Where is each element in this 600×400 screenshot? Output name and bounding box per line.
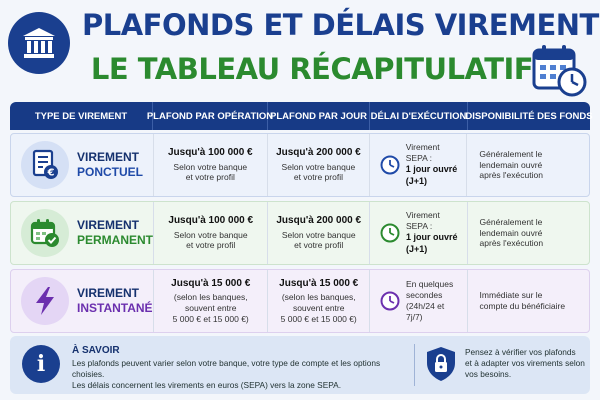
table-row-permanent: VIREMENT PERMANENT Jusqu'à 100 000 € Sel… (10, 201, 590, 265)
footer-note: i À SAVOIR Les plafonds peuvent varier s… (10, 336, 590, 394)
tip-text: Pensez à vérifier vos plafonds et à adap… (465, 347, 585, 380)
table-header: TYPE DE VIREMENT PLAFOND PAR OPÉRATION P… (10, 102, 593, 130)
op-limit-amount: Jusqu'à 100 000 € (167, 147, 253, 159)
delay-cell: Virement SEPA : 1 jour ouvré (J+1) (370, 202, 468, 264)
type-cell: VIREMENT PERMANENT (11, 202, 154, 264)
availability-cell: Généralement le lendemain ouvré après l'… (479, 149, 543, 181)
type-label-line1: VIREMENT (77, 218, 140, 232)
op-limit-cell: Jusqu'à 15 000 € (selon les banques, sou… (154, 270, 269, 332)
type-label-line2: PERMANENT (77, 233, 154, 247)
document-euro-icon: € (21, 141, 69, 189)
op-limit-cell: Jusqu'à 100 000 € Selon votre banque et … (154, 134, 269, 196)
bank-icon (8, 12, 70, 74)
day-limit-cell: Jusqu'à 200 000 € Selon votre banque et … (268, 134, 370, 196)
lightning-icon (21, 277, 69, 325)
table-row-instantane: VIREMENT INSTANTANÉ Jusqu'à 15 000 € (se… (10, 269, 590, 333)
column-header-availability: DISPONIBILITÉ DES FONDS (465, 110, 593, 122)
calendar-check-icon (21, 209, 69, 257)
column-header-type: TYPE DE VIREMENT (10, 102, 153, 130)
column-header-op-limit: PLAFOND PAR OPÉRATION (147, 102, 273, 130)
op-limit-amount: Jusqu'à 15 000 € (171, 277, 251, 289)
calendar-clock-icon (532, 44, 588, 103)
op-limit-amount: Jusqu'à 100 000 € (168, 215, 254, 227)
delay-cell: Virement SEPA : 1 jour ouvré (J+1) (370, 134, 468, 196)
availability-cell: Généralement le lendemain ouvré après l'… (479, 217, 544, 249)
clock-icon (380, 155, 400, 175)
day-limit-cell: Jusqu'à 15 000 € (selon les banques, sou… (268, 270, 370, 332)
column-header-delay: DÉLAI D'EXÉCUTION (370, 102, 468, 130)
svg-text:€: € (47, 168, 55, 179)
type-label-line2: INSTANTANÉ (77, 301, 153, 315)
page-title-line1: PLAFONDS ET DÉLAIS VIREMENT : (82, 8, 600, 42)
page-title-line2: LE TABLEAU RÉCAPITULATIF (90, 52, 534, 86)
type-cell: € VIREMENT PONCTUEL (11, 134, 154, 196)
type-label-line2: PONCTUEL (77, 165, 143, 179)
availability-cell: Immédiate sur le compte du bénéficiaire (479, 290, 566, 311)
delay-cell: En quelques secondes (24h/24 et 7j/7) (370, 270, 468, 332)
type-label-line1: VIREMENT (77, 286, 140, 300)
header: PLAFONDS ET DÉLAIS VIREMENT : LE TABLEAU… (0, 0, 600, 98)
day-limit-amount: Jusqu'à 15 000 € (279, 277, 359, 289)
divider (414, 344, 415, 386)
info-icon: i (22, 345, 60, 383)
type-label-line1: VIREMENT (77, 150, 140, 164)
day-limit-amount: Jusqu'à 200 000 € (276, 147, 361, 159)
type-cell: VIREMENT INSTANTANÉ (11, 270, 154, 332)
summary-table: TYPE DE VIREMENT PLAFOND PAR OPÉRATION P… (10, 102, 593, 333)
column-header-day-limit: PLAFOND PAR JOUR (268, 102, 370, 130)
day-limit-cell: Jusqu'à 200 000 € Selon votre banque et … (268, 202, 370, 264)
clock-icon (380, 223, 400, 243)
note-title: À SAVOIR (72, 345, 120, 356)
table-row-ponctuel: € VIREMENT PONCTUEL Jusqu'à 100 000 € Se… (10, 133, 590, 197)
day-limit-amount: Jusqu'à 200 000 € (276, 215, 362, 227)
shield-lock-icon (424, 345, 458, 388)
note-text: Les plafonds peuvent varier selon votre … (72, 358, 381, 391)
op-limit-cell: Jusqu'à 100 000 € Selon votre banque et … (154, 202, 269, 264)
clock-icon (380, 291, 400, 311)
